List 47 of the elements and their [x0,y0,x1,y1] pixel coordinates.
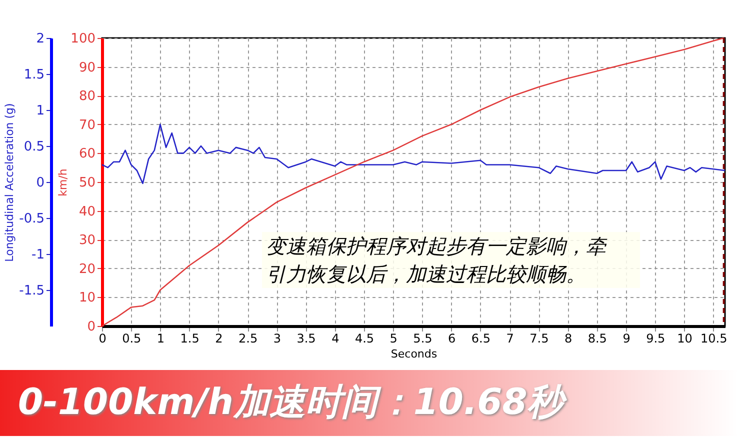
x-tick-label: 6.5 [471,332,491,346]
x-tick-label: 10.5 [700,332,728,346]
x-tick-label: 1 [156,332,165,346]
y2-tick-label: 70 [78,118,96,133]
x-tick-label: 1.5 [180,332,200,346]
x-tick-label: 3 [273,332,281,346]
x-tick-label: 5 [390,332,398,346]
y2-tick-label: 40 [78,204,96,220]
x-tick-label: 10 [677,332,692,346]
y2-tick-label: 30 [78,233,96,248]
x-tick-label: 4 [332,332,340,346]
x-tick-label: 4.5 [354,332,374,346]
x-tick-label: 7.5 [530,332,549,346]
y2-tick-label: 20 [78,262,96,277]
y-tick-label: 1 [36,104,44,118]
x-tick-label: 0.5 [122,332,142,346]
y-tick-label: -1 [32,248,44,262]
y2-tick-label: 0 [87,320,96,334]
x-tick-label: 9 [622,332,630,346]
y2-tick-label: 50 [78,176,96,190]
x-tick-label: 8.5 [588,332,607,346]
x-axis-title: Seconds [390,348,438,360]
x-tick-label: 7 [506,332,514,346]
y-tick-label: -1.5 [19,284,44,298]
annotation: 变速箱保护程序对起步有一定影响，牵引力恢复以后，加速过程比较顺畅。 [262,232,640,288]
y-tick-label: 0.5 [24,140,44,154]
y2-tick-label: 10 [78,290,96,306]
y2-tick-label: 90 [78,60,96,76]
y-tick-label: 2 [36,32,44,46]
x-tick-label: 8 [564,332,572,346]
x-tick-label: 0 [98,332,106,346]
y-axis-title: Longitudinal Acceleration (g) [3,103,16,262]
line-series [101,124,726,184]
x-tick-label: 6 [448,332,456,346]
text: 0-100km/h加速时间：10.68秒 [0,370,739,436]
y-tick-label: -0.5 [19,212,44,226]
x-tick-label: 5.5 [413,332,432,346]
y-tick-label: 1.5 [24,68,44,82]
y2-axis-title: km/h [56,168,70,196]
y2-tick-label: 100 [70,32,96,46]
x-tick-label: 3.5 [296,332,316,346]
x-tick-label: 2.5 [238,332,258,346]
y2-tick-label: 80 [78,89,96,104]
y2-tick-label: 60 [78,146,96,162]
x-tick-label: 9.5 [646,332,666,346]
y-tick-label: 0 [36,176,44,190]
x-tick-label: 2 [215,332,223,346]
